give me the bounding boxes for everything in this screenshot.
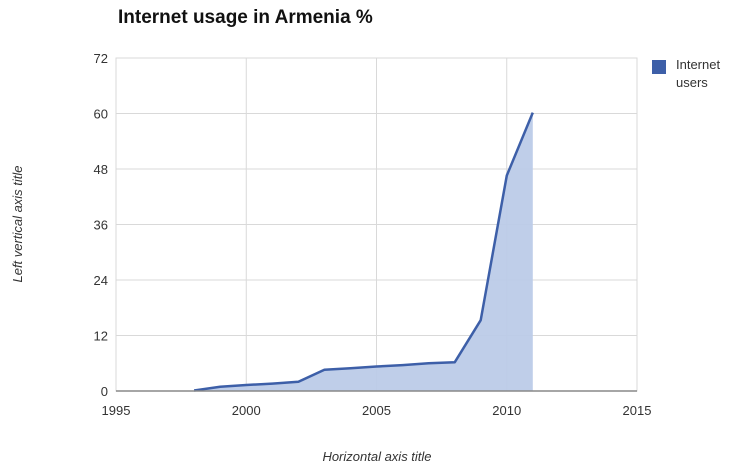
- x-tick-label: 2000: [232, 403, 261, 418]
- chart-title: Internet usage in Armenia %: [118, 7, 373, 28]
- data-point: [219, 385, 222, 388]
- tick-labels: 0 12 24 36 48 60 72 1995 2000 2005 2010 2015: [94, 51, 652, 418]
- data-point: [479, 319, 482, 322]
- data-point: [531, 111, 534, 114]
- x-tick-label: 2010: [492, 403, 521, 418]
- y-tick-label: 36: [94, 218, 108, 233]
- axes: [115, 57, 638, 392]
- y-tick-label: 72: [94, 51, 108, 66]
- y-tick-label: 48: [94, 162, 108, 177]
- x-tick-label: 2015: [623, 403, 652, 418]
- legend-label: Internet users: [676, 57, 721, 90]
- y-axis-title: Left vertical axis title: [10, 165, 25, 282]
- series-area: [193, 111, 534, 392]
- x-axis-title: Horizontal axis title: [322, 449, 431, 464]
- data-point: [427, 362, 430, 365]
- series-area-fill: [194, 112, 533, 391]
- y-tick-label: 24: [94, 273, 108, 288]
- y-tick-label: 60: [94, 107, 108, 122]
- x-tick-label: 1995: [102, 403, 131, 418]
- y-tick-label: 12: [94, 329, 108, 344]
- data-point: [401, 364, 404, 367]
- x-tick-label: 2005: [362, 403, 391, 418]
- series-line: [193, 112, 534, 392]
- legend-swatch: [652, 60, 666, 74]
- data-point: [271, 382, 274, 385]
- data-point: [375, 365, 378, 368]
- data-point: [349, 367, 352, 370]
- data-point: [297, 380, 300, 383]
- gridlines: [116, 57, 637, 391]
- data-point: [245, 383, 248, 386]
- data-point: [505, 174, 508, 177]
- data-point: [453, 361, 456, 364]
- data-point: [323, 368, 326, 371]
- y-tick-label: 0: [101, 384, 108, 399]
